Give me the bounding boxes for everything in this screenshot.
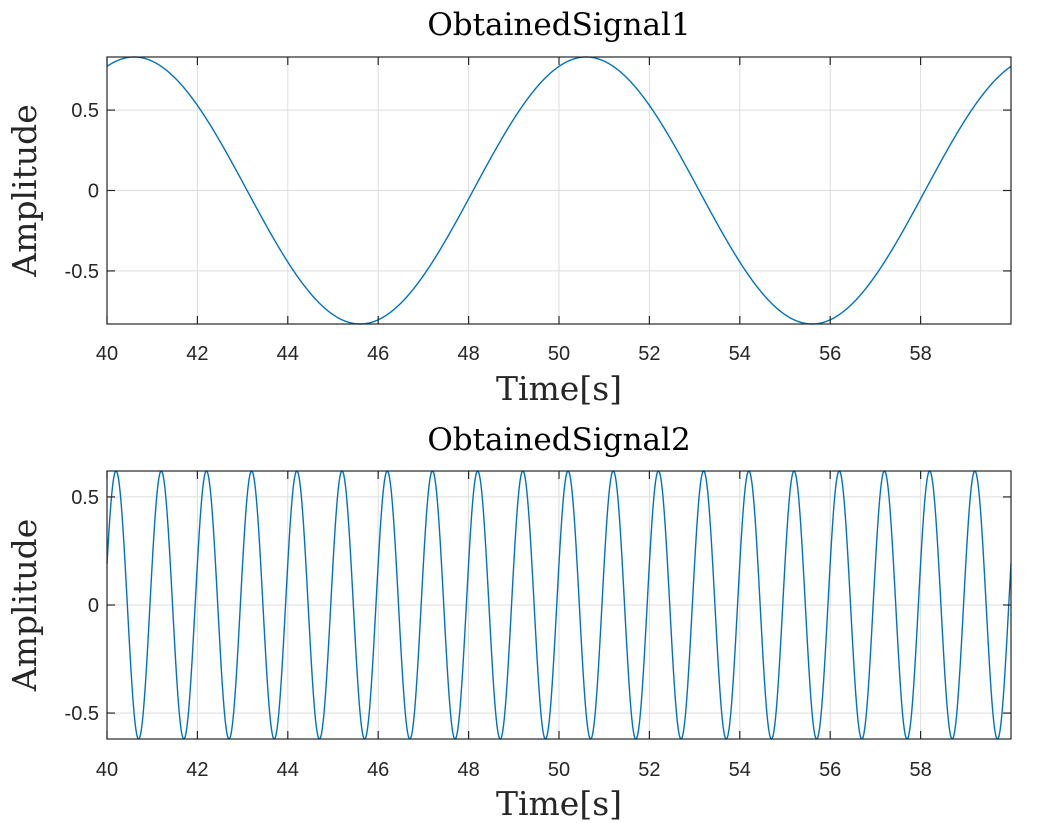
subplot-1: 40 42 44 46 48 50 52 54 56 58 0.5 0 -0.5 ObtainedSign… (5, 7, 1012, 408)
x-tick-label: 58 (909, 759, 931, 781)
y-tick-label: -0.5 (65, 703, 99, 725)
chart-title: ObtainedSignal2 (427, 422, 690, 458)
y-axis-label: Amplitude (5, 104, 44, 278)
x-tick-label: 48 (457, 759, 479, 781)
y-tick-label: -0.5 (65, 261, 99, 283)
x-tick-label: 42 (186, 759, 208, 781)
x-axis-label: Time[s] (496, 784, 622, 823)
y-tick-label: 0 (88, 595, 99, 617)
x-tick-label: 44 (277, 759, 299, 781)
x-tick-label: 56 (819, 759, 841, 781)
x-tick-label: 50 (548, 759, 570, 781)
subplot-2: 40 42 44 46 48 50 52 54 56 58 0.5 0 -0.5 ObtainedSign… (5, 422, 1012, 823)
x-axis-label: Time[s] (496, 369, 622, 408)
chart-title: ObtainedSignal1 (427, 7, 690, 43)
y-tick-label: 0 (88, 181, 99, 203)
y-axis-label: Amplitude (5, 519, 44, 693)
x-tick-label: 44 (277, 343, 299, 365)
x-tick-label: 58 (909, 343, 931, 365)
x-tick-label: 42 (186, 343, 208, 365)
x-tick-label: 52 (638, 343, 660, 365)
x-tick-label: 56 (819, 343, 841, 365)
x-tick-label: 54 (729, 343, 751, 365)
signal-line (106, 470, 1012, 740)
x-tick-label: 40 (96, 759, 118, 781)
signal-line (106, 56, 1012, 325)
x-tick-label: 50 (548, 343, 570, 365)
x-tick-label: 40 (96, 343, 118, 365)
x-tick-label: 48 (457, 343, 479, 365)
x-tick-label: 46 (367, 343, 389, 365)
x-tick-label: 46 (367, 759, 389, 781)
x-tick-label: 54 (729, 759, 751, 781)
x-tick-label: 52 (638, 759, 660, 781)
y-tick-label: 0.5 (71, 487, 99, 509)
y-tick-label: 0.5 (71, 100, 99, 122)
